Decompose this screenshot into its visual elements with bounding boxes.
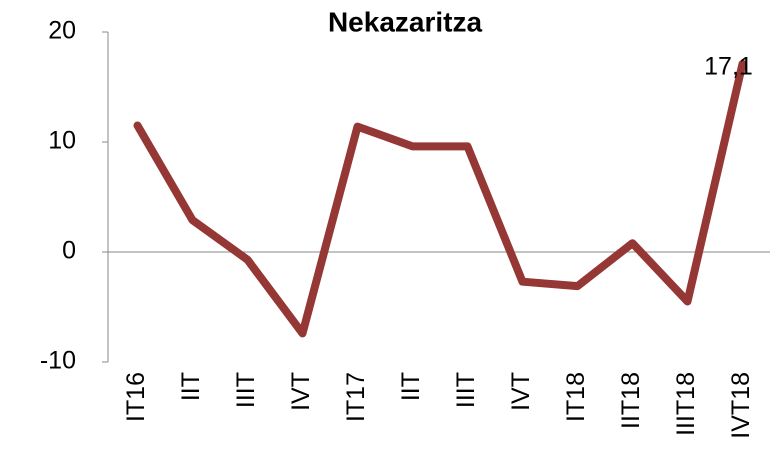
x-tick-label: IIT (397, 372, 425, 401)
x-tick-label: IIT (177, 372, 205, 401)
x-tick-label: IVT (287, 372, 315, 411)
x-tick-label: IT17 (342, 372, 370, 422)
chart-title: Nekazaritza (328, 6, 483, 37)
x-tick-label: IT18 (562, 372, 590, 422)
data-label: 17,1 (704, 53, 753, 81)
line-series (133, 59, 747, 338)
y-tick-label: -10 (40, 347, 76, 375)
x-tick-label: IVT (507, 372, 535, 411)
x-tick-label: IIIT18 (672, 372, 700, 436)
x-tick-label: IIT18 (617, 372, 645, 429)
y-tick-label: 0 (62, 237, 76, 265)
x-tick-label: IIIT (232, 372, 260, 408)
y-tick-label: 10 (48, 127, 76, 155)
x-tick-label: IVT18 (727, 372, 755, 439)
x-tick-label: IIIT (452, 372, 480, 408)
x-tick-label: IT16 (122, 372, 150, 422)
y-tick-label: 20 (48, 17, 76, 45)
